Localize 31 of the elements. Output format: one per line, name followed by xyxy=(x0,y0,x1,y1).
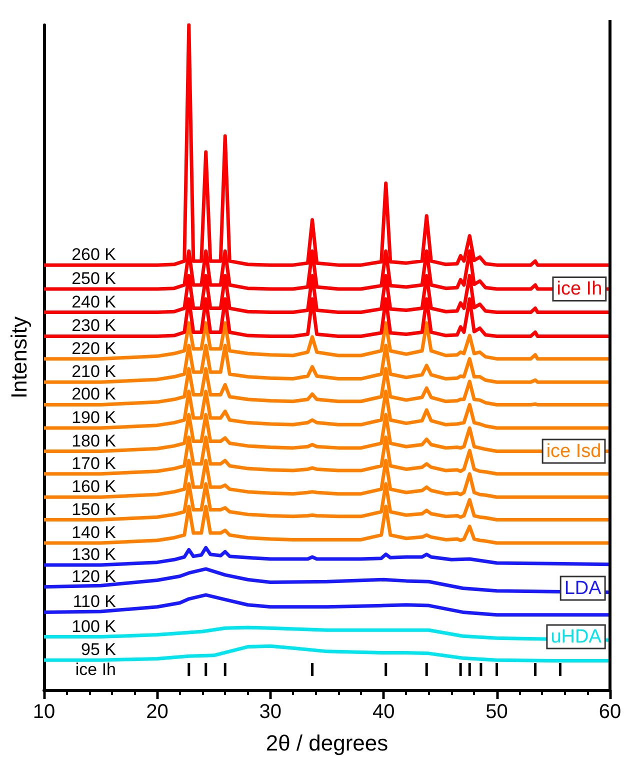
series-label: 160 K xyxy=(72,477,117,496)
series-label: 110 K xyxy=(72,592,117,612)
series-label: 150 K xyxy=(72,500,117,519)
x-tick-label: 60 xyxy=(598,701,622,723)
text: ice Ih xyxy=(75,660,116,679)
series-label: 100 K xyxy=(72,616,117,636)
annotation: ice Isd xyxy=(546,440,602,462)
series-label: 210 K xyxy=(72,362,117,382)
series-label: 180 K xyxy=(72,431,117,450)
series-label: 120 K xyxy=(72,566,117,586)
series-label: 95 K xyxy=(81,640,117,660)
series-label: 240 K xyxy=(72,292,117,312)
annotation: uHDA xyxy=(550,626,602,648)
annotation: ice Ih xyxy=(556,278,602,300)
series-label: 170 K xyxy=(72,454,117,473)
series-label: 250 K xyxy=(72,269,117,288)
x-tick-label: 50 xyxy=(486,701,508,723)
series-label: 140 K xyxy=(72,523,117,542)
series-label: 230 K xyxy=(72,316,117,336)
x-tick-label: 20 xyxy=(146,701,168,723)
series-label: 130 K xyxy=(72,544,117,564)
x-tick-label: 40 xyxy=(372,701,395,723)
series-label: 200 K xyxy=(72,384,117,404)
series-label: 260 K xyxy=(72,245,117,264)
series-label: 220 K xyxy=(72,338,117,358)
x-axis-title: 2θ / degrees xyxy=(266,730,388,756)
x-tick-label: 30 xyxy=(259,701,282,723)
y-axis-title: Intensity xyxy=(6,316,32,398)
series-label: 190 K xyxy=(72,408,117,427)
x-tick-label: 10 xyxy=(32,701,56,723)
annotation: LDA xyxy=(564,578,602,599)
